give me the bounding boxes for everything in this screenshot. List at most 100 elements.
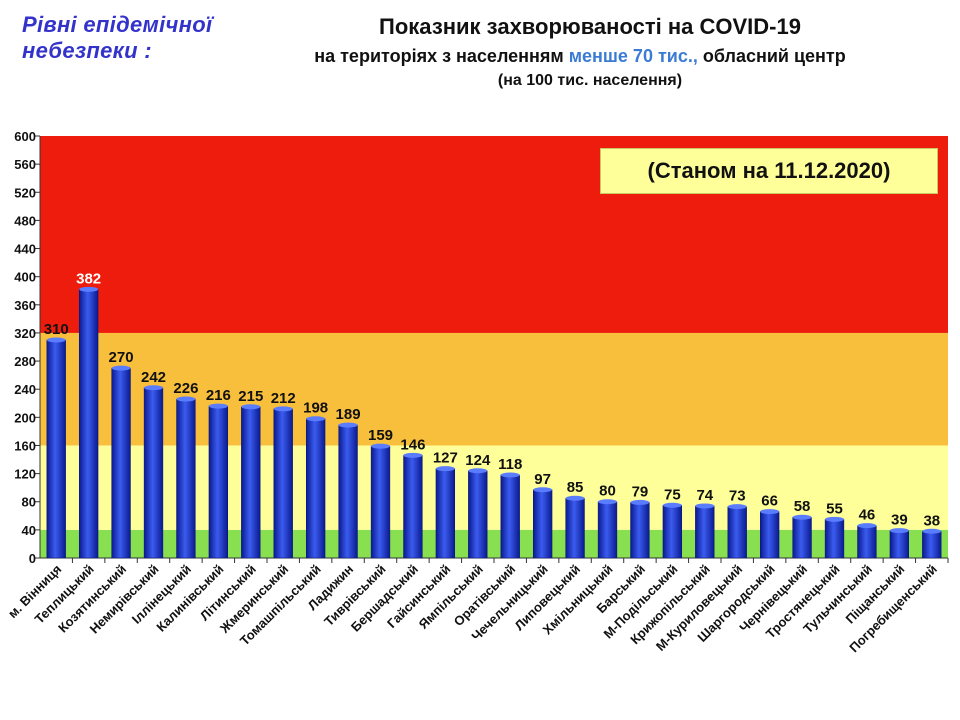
y-tick-label: 80 <box>22 495 36 510</box>
subtitle-part-b: обласний центр <box>697 46 846 66</box>
bar-cap <box>825 516 844 522</box>
chart-units-note: (на 100 тис. населення) <box>497 72 683 89</box>
data-label: 216 <box>206 387 231 404</box>
data-label: 74 <box>696 487 713 504</box>
data-label: 97 <box>534 471 551 488</box>
bar <box>500 474 520 559</box>
bar-cap <box>857 523 877 529</box>
category-labels: м. ВінницяТеплицькийКозятинськийНемирівс… <box>5 562 940 656</box>
levels-title-line2: небезпеки : <box>22 38 152 63</box>
data-label: 80 <box>599 483 616 500</box>
bar <box>78 289 99 559</box>
bar <box>759 511 780 559</box>
bar <box>338 424 358 559</box>
data-label: 46 <box>859 507 876 524</box>
bar <box>889 530 910 559</box>
data-label: 39 <box>891 512 908 529</box>
bar-cap <box>79 286 99 292</box>
bar-cap <box>889 528 909 534</box>
data-label: 310 <box>44 321 69 338</box>
data-label: 58 <box>794 498 811 515</box>
data-label: 159 <box>368 427 393 444</box>
data-label: 118 <box>498 456 522 473</box>
bar <box>176 398 196 559</box>
axes: 0 40 80 120 160 200 240 280 320 360 400 440 480 520 56… <box>14 129 949 566</box>
data-label: 242 <box>141 369 166 386</box>
y-tick-label: 560 <box>14 157 36 172</box>
bar-cap <box>598 499 617 505</box>
subtitle-highlight: менше 70 тис., <box>568 46 698 66</box>
data-label: 66 <box>761 493 778 510</box>
bar-cap <box>468 468 488 474</box>
bar <box>857 525 877 559</box>
epidemic-levels-title: Рівні епідемічної небезпеки : <box>22 12 212 64</box>
y-tick-label: 520 <box>14 185 36 200</box>
bar-cap <box>46 337 66 343</box>
data-label: 212 <box>271 390 296 407</box>
y-tick-label: 320 <box>14 326 36 341</box>
bar-cap <box>500 472 520 478</box>
bar-cap <box>435 466 455 472</box>
bar-cap <box>662 502 682 508</box>
bar-cap <box>306 416 326 422</box>
levels-title-line1: Рівні епідемічної <box>22 12 213 37</box>
y-tick-label: 160 <box>14 438 36 453</box>
zone-green <box>40 529 948 558</box>
bar-cap <box>630 499 650 505</box>
bar <box>727 506 747 559</box>
y-tick-label: 360 <box>14 298 36 313</box>
bar-cap <box>144 385 163 391</box>
bar-cap <box>208 403 228 409</box>
data-label: 124 <box>465 452 491 469</box>
bar-cap <box>371 443 390 449</box>
chart-subtitle: на територіях з населенням менше 70 тис.… <box>230 46 930 67</box>
data-label: 382 <box>76 270 101 287</box>
bar <box>435 468 456 559</box>
y-tick-label: 400 <box>14 270 36 285</box>
y-tick-label: 440 <box>14 242 36 257</box>
bar <box>305 418 326 559</box>
bar-cap <box>111 365 131 371</box>
y-tick-label: 280 <box>14 354 36 369</box>
bar <box>46 339 66 559</box>
bars <box>46 286 942 559</box>
bar-cap <box>176 396 196 402</box>
bar <box>597 501 618 559</box>
bar <box>824 519 845 559</box>
data-label: 270 <box>109 349 134 366</box>
data-label: 146 <box>400 436 425 453</box>
bar <box>468 470 488 559</box>
data-label: 38 <box>923 512 940 529</box>
data-label: 127 <box>433 450 458 467</box>
date-note: (Станом на 11.12.2020) <box>600 148 938 194</box>
zone-yellow <box>40 445 948 530</box>
bar-cap <box>241 404 261 410</box>
y-tick-label: 200 <box>14 410 36 425</box>
data-labels: 310 382 270 242 226 216 215 212 198 189 159 146 127 1… <box>44 270 940 529</box>
bar <box>241 406 261 559</box>
data-label: 75 <box>664 486 681 503</box>
data-label: 85 <box>567 479 584 496</box>
y-tick-label: 120 <box>14 467 36 482</box>
bar-cap <box>922 528 942 534</box>
bar <box>662 505 683 559</box>
y-tick-label: 600 <box>14 129 36 144</box>
bar-cap <box>273 406 293 412</box>
bar <box>630 502 650 559</box>
bar <box>695 505 715 559</box>
bar-cap <box>695 503 715 509</box>
bar-cap <box>338 422 358 428</box>
data-label: 55 <box>826 500 843 517</box>
bar <box>565 497 585 559</box>
bar <box>403 455 423 559</box>
bar <box>370 445 391 559</box>
y-tick-label: 40 <box>22 523 36 538</box>
bar-cap <box>760 509 780 515</box>
y-tick-label: 480 <box>14 213 36 228</box>
bar-cap <box>792 514 812 520</box>
bar-cap <box>727 504 747 510</box>
bar <box>273 408 293 559</box>
y-tick-label: 0 <box>29 551 36 566</box>
epidemic-level-zones <box>40 136 948 558</box>
